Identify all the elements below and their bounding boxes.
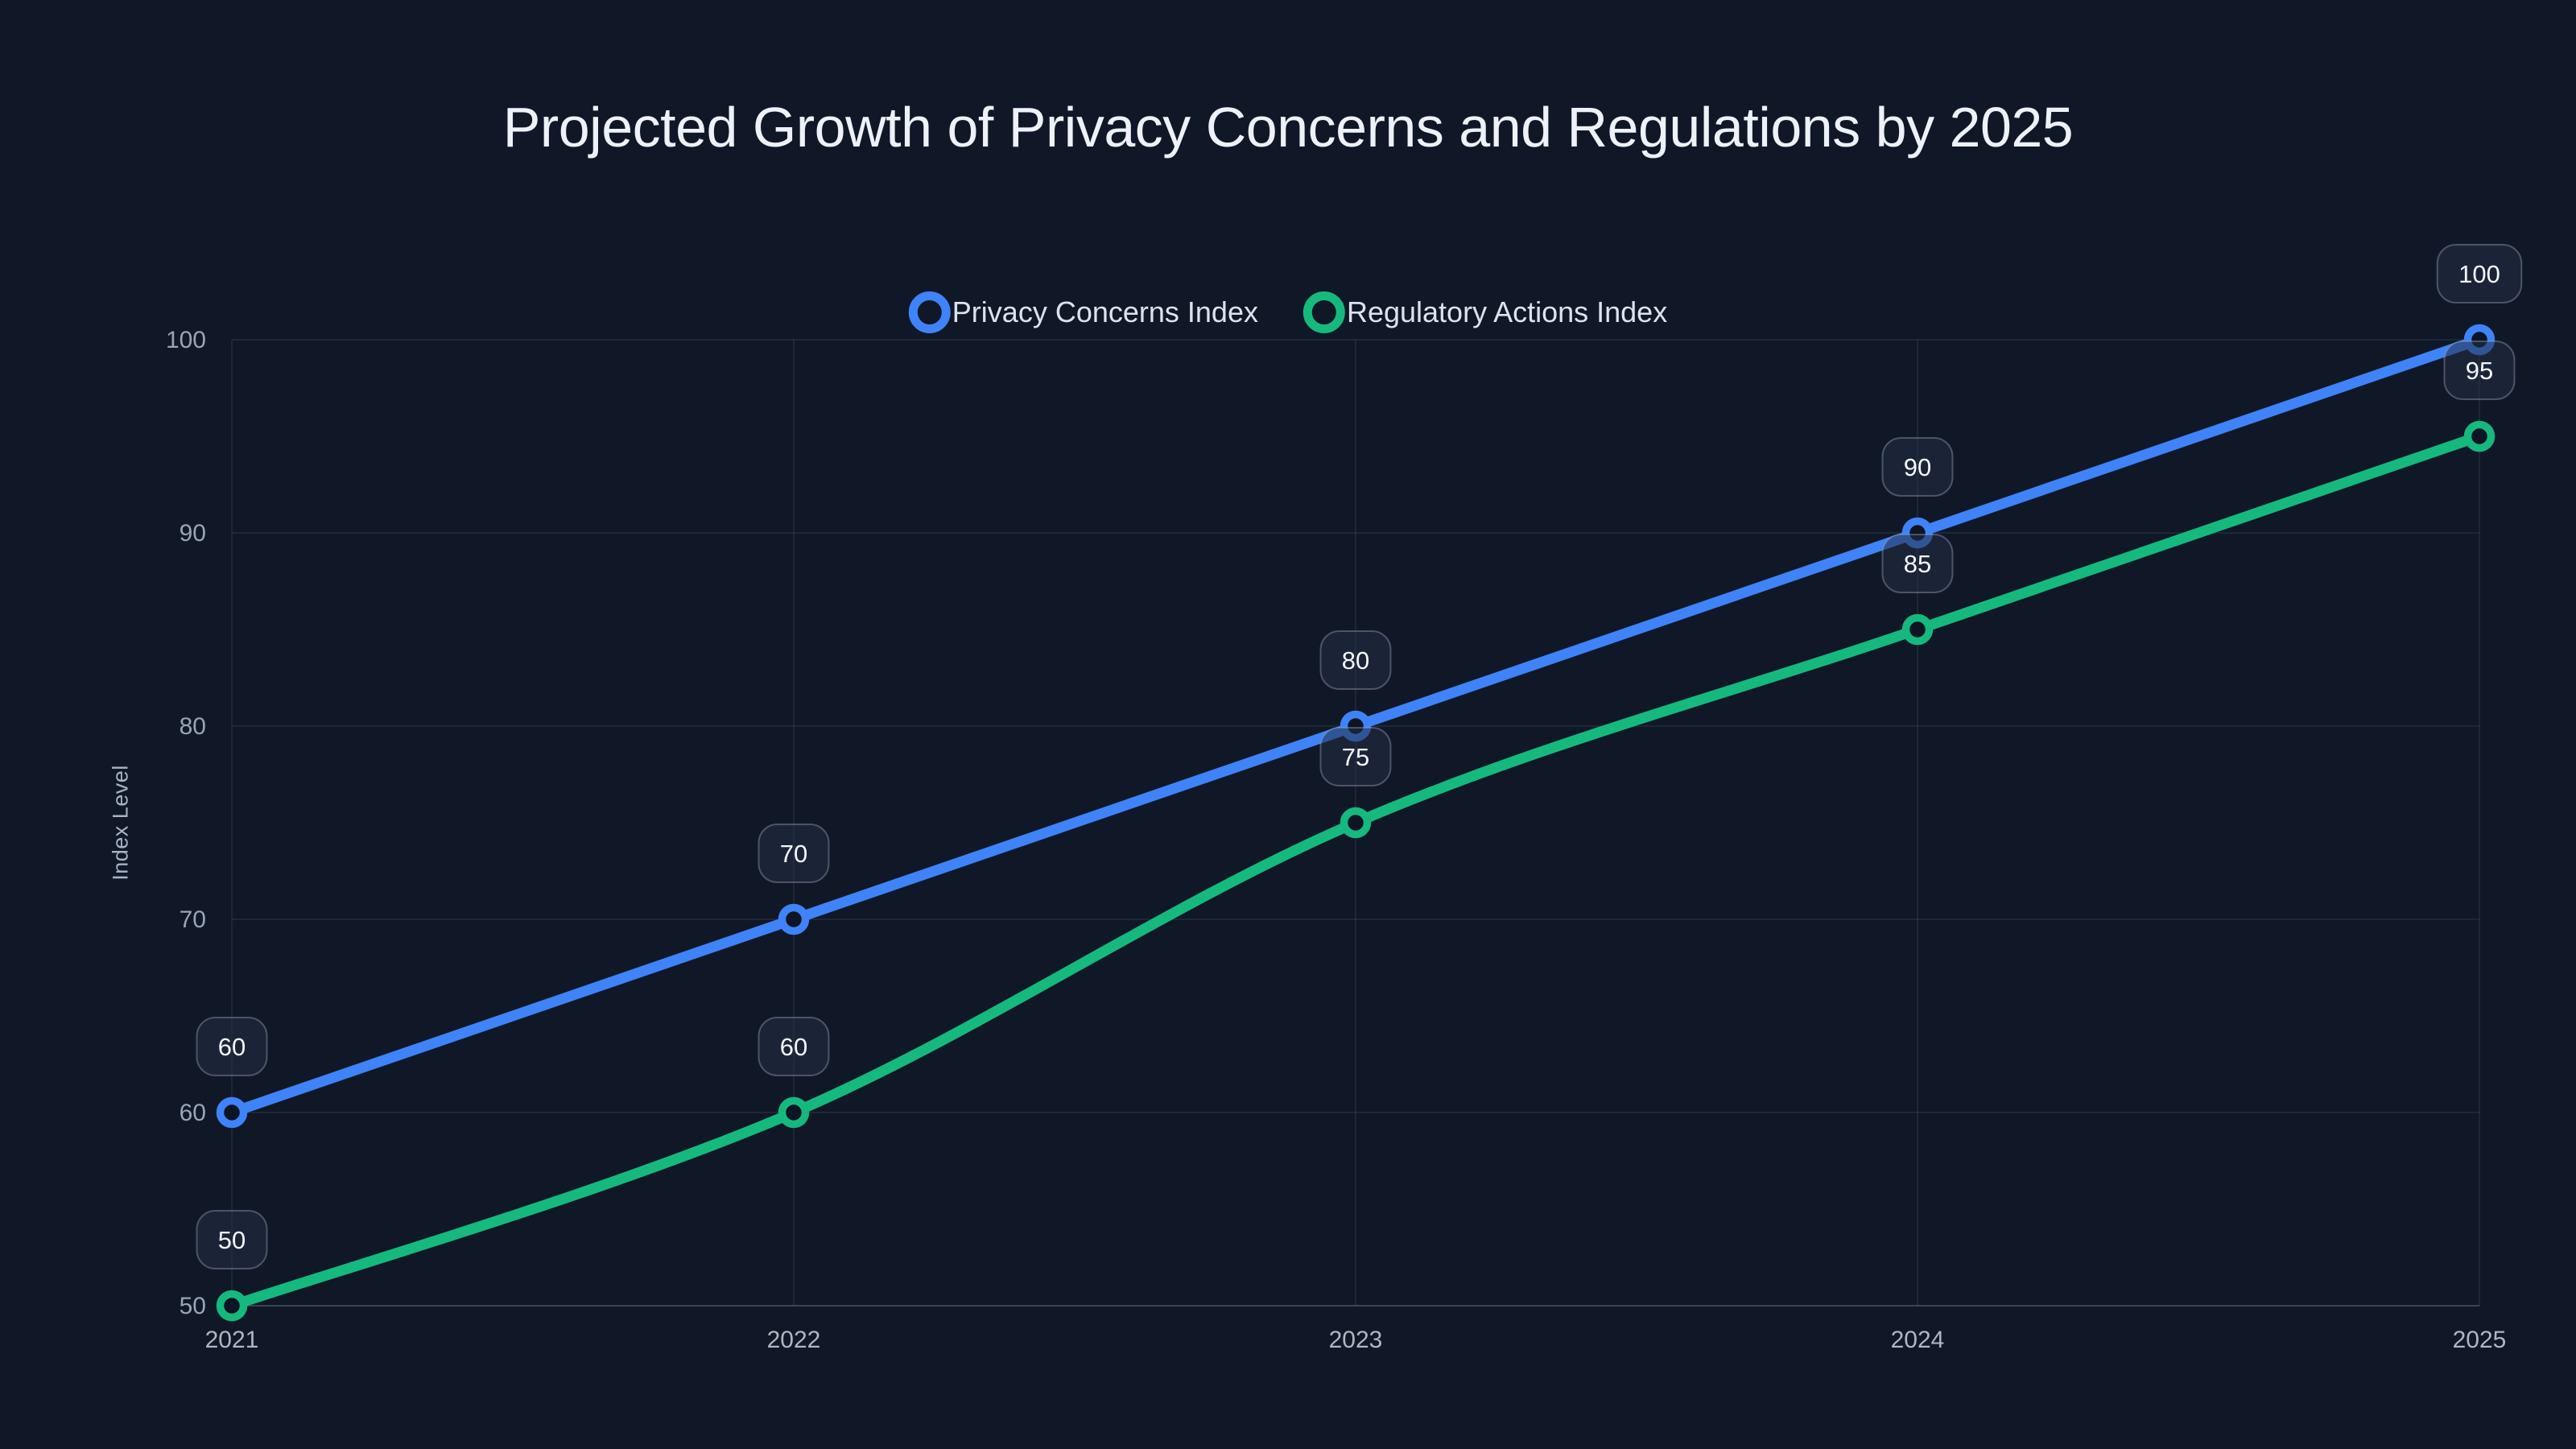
point-value-badge bbox=[1881, 534, 1954, 593]
point-value-label: 100 bbox=[2458, 260, 2500, 288]
data-point-regulatory-actions-index-2025[interactable] bbox=[2463, 420, 2496, 452]
point-value-badge bbox=[1881, 437, 1954, 497]
x-axis-tick-label: 2024 bbox=[1891, 1327, 1945, 1353]
legend: Privacy Concerns Index Regulatory Actions… bbox=[908, 291, 1668, 333]
y-axis-tick-label: 60 bbox=[180, 1100, 206, 1126]
point-value-label: 95 bbox=[2466, 357, 2493, 385]
data-point-privacy-concerns-index-2021[interactable] bbox=[216, 1096, 248, 1129]
x-axis-tick-label: 2022 bbox=[767, 1327, 821, 1353]
legend-item-privacy-concerns-index[interactable]: Privacy Concerns Index bbox=[908, 291, 1258, 333]
y-axis-tick-label: 100 bbox=[166, 327, 206, 353]
data-point-regulatory-actions-index-2024[interactable] bbox=[1901, 613, 1934, 646]
point-value-badge bbox=[196, 1017, 268, 1076]
point-value-label: 50 bbox=[218, 1226, 246, 1254]
x-axis-tick-label: 2023 bbox=[1329, 1327, 1383, 1353]
point-value-label: 90 bbox=[1904, 453, 1931, 481]
data-point-regulatory-actions-index-2023[interactable] bbox=[1340, 807, 1372, 839]
legend-marker-ring-icon bbox=[1302, 291, 1345, 333]
point-value-label: 75 bbox=[1342, 743, 1369, 771]
point-value-badge bbox=[196, 1210, 268, 1269]
x-axis-tick-label: 2025 bbox=[2453, 1327, 2507, 1353]
legend-item-label: Privacy Concerns Index bbox=[952, 295, 1258, 328]
point-value-label: 60 bbox=[218, 1033, 246, 1061]
point-value-badge bbox=[758, 824, 830, 883]
data-point-regulatory-actions-index-2021[interactable] bbox=[216, 1290, 248, 1322]
data-point-regulatory-actions-index-2022[interactable] bbox=[778, 1096, 810, 1129]
point-value-badge bbox=[1319, 630, 1392, 690]
point-value-label: 80 bbox=[1342, 646, 1369, 675]
point-value-badge bbox=[758, 1017, 830, 1076]
point-value-label: 85 bbox=[1904, 550, 1931, 578]
data-point-privacy-concerns-index-2022[interactable] bbox=[778, 903, 810, 935]
point-value-badge bbox=[2436, 244, 2523, 303]
y-axis-tick-label: 70 bbox=[180, 906, 206, 933]
chart-title: Projected Growth of Privacy Concerns and… bbox=[502, 96, 2074, 159]
legend-marker-ring-icon bbox=[908, 291, 951, 333]
y-axis-tick-label: 80 bbox=[180, 713, 206, 740]
point-value-badge bbox=[2443, 341, 2516, 400]
x-axis-tick-label: 2021 bbox=[205, 1327, 259, 1353]
point-value-badge bbox=[1319, 727, 1392, 786]
point-value-label: 70 bbox=[780, 840, 807, 868]
y-axis-tick-label: 90 bbox=[180, 520, 206, 547]
legend-item-label: Regulatory Actions Index bbox=[1346, 295, 1668, 328]
legend-item-regulatory-actions-index[interactable]: Regulatory Actions Index bbox=[1302, 291, 1668, 333]
y-axis-tick-label: 50 bbox=[180, 1293, 206, 1319]
point-value-label: 60 bbox=[780, 1033, 807, 1061]
